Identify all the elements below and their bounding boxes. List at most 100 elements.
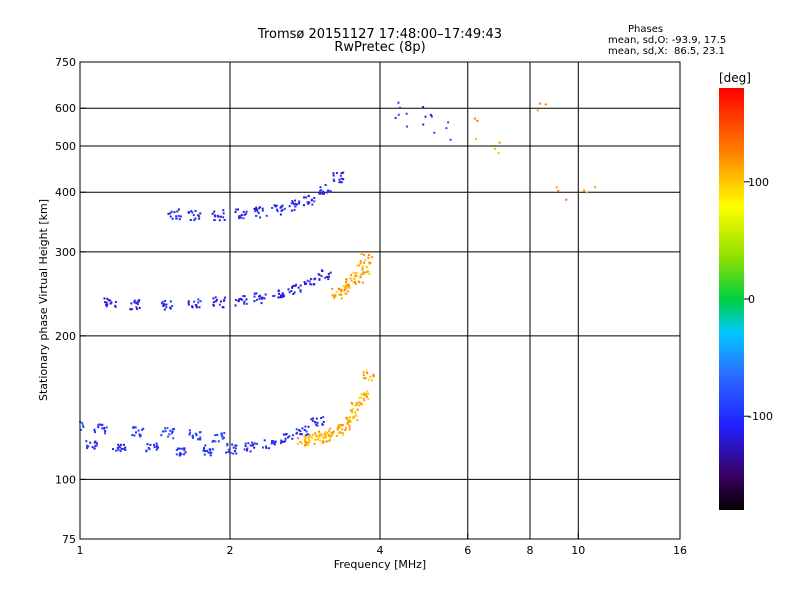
data-point — [171, 432, 174, 435]
data-point — [198, 306, 201, 309]
data-point — [277, 296, 280, 299]
data-point — [235, 452, 238, 455]
data-point — [86, 447, 89, 450]
data-point — [211, 212, 214, 215]
data-point — [307, 425, 310, 428]
data-point — [306, 441, 309, 444]
data-point — [192, 436, 195, 439]
data-point — [243, 213, 246, 216]
data-point — [298, 429, 301, 432]
data-point — [153, 446, 156, 449]
data-point — [235, 444, 238, 447]
data-point — [277, 289, 280, 292]
data-point — [319, 192, 322, 195]
data-point — [153, 443, 156, 446]
data-point — [315, 417, 318, 420]
data-point — [133, 299, 136, 302]
data-point — [271, 206, 274, 209]
data-point — [282, 295, 285, 298]
data-point — [344, 426, 347, 429]
data-point — [307, 194, 310, 197]
data-point — [184, 451, 187, 454]
y-tick-label: 75 — [62, 533, 76, 546]
data-point — [215, 298, 218, 301]
data-point — [117, 448, 120, 451]
data-point — [243, 448, 246, 451]
data-point — [258, 295, 261, 298]
data-point — [302, 204, 305, 207]
data-point — [217, 440, 220, 443]
data-point — [365, 270, 368, 273]
data-point — [177, 214, 180, 217]
data-point — [187, 302, 190, 305]
data-point — [80, 428, 83, 431]
data-point — [194, 217, 197, 220]
data-point — [116, 446, 119, 449]
data-point — [239, 297, 242, 300]
data-point — [322, 441, 325, 444]
data-point — [288, 435, 291, 438]
y-tick-label: 100 — [55, 473, 76, 486]
data-point — [362, 271, 365, 274]
data-point — [175, 449, 178, 452]
data-point — [164, 299, 167, 302]
data-point — [187, 303, 190, 306]
phase-stats-o: mean, sd,O: -93.9, 17.5 — [608, 35, 727, 46]
data-point — [106, 297, 109, 300]
data-point — [255, 292, 258, 295]
data-point — [353, 277, 356, 280]
data-point — [212, 303, 215, 306]
data-point — [321, 270, 324, 273]
data-point — [361, 265, 364, 268]
data-point — [447, 121, 450, 124]
data-point — [422, 123, 425, 126]
data-point — [294, 199, 297, 202]
colorbar-tick-label: 0 — [748, 293, 755, 306]
data-point — [497, 152, 500, 155]
data-point — [329, 437, 332, 440]
data-point — [405, 112, 408, 115]
data-point — [300, 433, 303, 436]
data-point — [245, 212, 248, 215]
data-point — [202, 448, 205, 451]
data-point — [430, 115, 433, 118]
data-point — [130, 302, 133, 305]
data-point — [315, 438, 318, 441]
data-point — [85, 444, 88, 447]
data-point — [310, 277, 313, 280]
data-point — [249, 444, 252, 447]
data-point — [203, 453, 206, 456]
data-point — [302, 196, 305, 199]
data-point — [124, 448, 127, 451]
data-point — [285, 432, 288, 435]
data-point — [238, 298, 241, 301]
data-point — [327, 189, 330, 192]
data-point — [106, 303, 109, 306]
data-point — [340, 181, 343, 184]
data-point — [155, 445, 158, 448]
data-point — [348, 428, 351, 431]
data-point — [247, 442, 250, 445]
data-point — [299, 290, 302, 293]
data-point — [235, 208, 238, 211]
data-point — [191, 305, 194, 308]
data-point — [280, 442, 283, 445]
data-point — [362, 377, 365, 380]
data-point — [197, 438, 200, 441]
data-point — [265, 447, 268, 450]
data-point — [81, 421, 84, 424]
data-point — [193, 219, 196, 222]
data-point — [296, 431, 299, 434]
data-point — [339, 174, 342, 177]
data-point — [155, 448, 158, 451]
data-point — [167, 435, 170, 438]
data-point — [89, 441, 92, 444]
data-point — [117, 443, 120, 446]
data-point — [119, 443, 122, 446]
data-point — [297, 286, 300, 289]
data-point — [217, 215, 220, 218]
data-point — [304, 425, 307, 428]
data-point — [335, 290, 338, 293]
data-point — [222, 436, 225, 439]
data-point — [237, 208, 240, 211]
